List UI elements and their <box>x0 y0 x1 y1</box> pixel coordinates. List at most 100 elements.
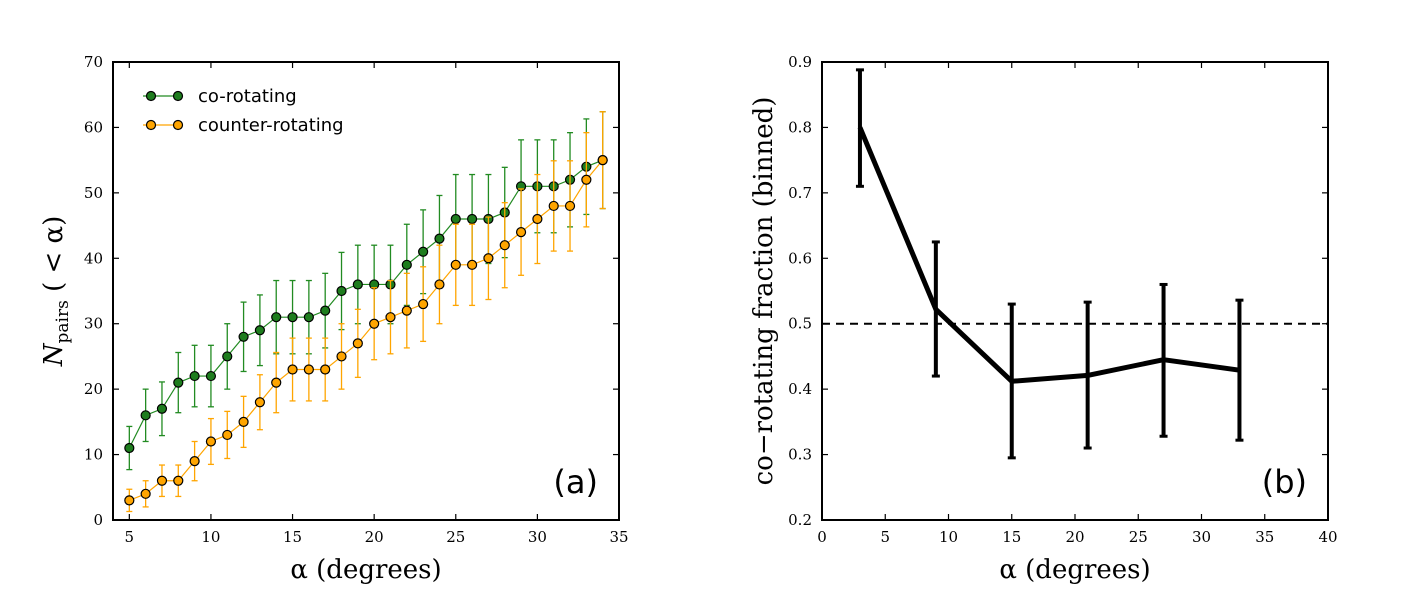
y-tick-label: 0.9 <box>788 53 812 71</box>
data-point <box>548 200 559 212</box>
data-point <box>336 351 347 362</box>
data-point <box>532 213 543 225</box>
data-point <box>483 253 494 264</box>
data-point <box>238 331 249 342</box>
data-point <box>173 475 184 486</box>
series-line-fraction <box>857 126 1240 384</box>
data-point <box>140 410 151 421</box>
data-point <box>499 240 510 251</box>
data-point <box>466 213 478 225</box>
y-tick-label: 0.7 <box>788 184 812 202</box>
y-tick-label: 50 <box>84 184 103 202</box>
legend-marker-co-rotating <box>145 90 157 102</box>
panel-a-chart: 5 10 15 20 25 30 35 0 10 20 30 40 50 60 70 co-rotating… <box>39 53 629 585</box>
data-point <box>385 312 396 323</box>
data-point <box>418 246 429 257</box>
y-tick-label: 0.3 <box>788 446 812 464</box>
data-point <box>205 370 217 382</box>
y-tick-label: 0.2 <box>788 511 812 529</box>
data-point <box>222 351 233 362</box>
x-tick-label: 35 <box>1255 528 1274 546</box>
data-point <box>401 259 412 270</box>
data-point <box>140 488 151 499</box>
panel-a-y-axis-label: Npairs ( < α) <box>39 216 73 368</box>
y-tick-label: 0.8 <box>788 118 812 136</box>
data-point <box>271 377 282 388</box>
legend-label-counter-rotating: counter-rotating <box>198 115 344 136</box>
panel-a-label: (a) <box>553 463 598 501</box>
x-tick-label: 25 <box>1129 528 1148 546</box>
x-tick-label: 15 <box>1002 528 1021 546</box>
legend-label-co-rotating: co-rotating <box>198 86 297 107</box>
x-tick-label: 10 <box>939 528 958 546</box>
y-tick-label: 70 <box>84 53 103 71</box>
data-point <box>238 416 249 427</box>
data-point <box>369 318 380 329</box>
panel-b-x-axis-label: α (degrees) <box>999 555 1150 585</box>
x-tick-label: 5 <box>125 528 135 546</box>
data-point <box>597 155 608 166</box>
data-point <box>287 364 298 375</box>
series-counter-rotating <box>124 111 608 513</box>
y-label-tail: ( < α) <box>39 216 69 300</box>
data-point <box>156 475 168 486</box>
data-point <box>515 227 527 238</box>
x-tick-label: 0 <box>817 528 827 546</box>
data-point <box>303 364 314 375</box>
data-point <box>189 456 200 467</box>
data-point <box>320 305 331 316</box>
panel-b-frame <box>821 61 1329 521</box>
y-tick-label: 0.5 <box>788 315 812 333</box>
x-tick-label: 30 <box>1192 528 1211 546</box>
x-tick-label: 10 <box>201 528 220 546</box>
y-label-subscript: pairs <box>53 300 73 343</box>
data-point <box>450 259 461 270</box>
data-point <box>287 312 298 323</box>
x-tick-label: 5 <box>880 528 890 546</box>
data-point <box>336 285 347 297</box>
data-point <box>189 370 200 382</box>
x-tick-label: 25 <box>446 528 465 546</box>
y-tick-label: 60 <box>84 118 103 136</box>
data-point <box>124 442 135 454</box>
legend-marker-counter-rotating <box>172 119 184 131</box>
y-tick-label: 10 <box>84 446 103 464</box>
data-point <box>434 279 445 290</box>
data-point <box>352 279 363 290</box>
panel-b-chart: 0 5 10 15 20 25 30 35 40 0.2 0.3 0.4 0.5 0.6 0.7 0.8 0.9… <box>749 53 1338 585</box>
panel-b-y-axis-label: co−rotating fraction (binned) <box>749 97 779 486</box>
legend-marker-co-rotating <box>172 90 184 102</box>
data-point <box>222 429 233 441</box>
x-tick-label: 20 <box>1065 528 1084 546</box>
y-tick-label: 30 <box>84 315 103 333</box>
x-tick-label: 40 <box>1318 528 1337 546</box>
data-point <box>401 305 412 316</box>
legend-marker-counter-rotating <box>145 119 157 131</box>
y-tick-label: 0 <box>93 511 103 529</box>
series-line-counter-rotating <box>129 159 604 501</box>
y-tick-label: 0.4 <box>788 380 812 398</box>
series-co-rotating fraction <box>855 68 1244 460</box>
data-point <box>434 233 445 244</box>
x-tick-label: 30 <box>528 528 547 546</box>
x-tick-label: 15 <box>283 528 302 546</box>
panel-b-series-group <box>855 68 1244 460</box>
panel-a-x-axis-label: α (degrees) <box>290 555 441 585</box>
data-point <box>466 259 478 270</box>
panel-a-ticks: 5 10 15 20 25 30 35 0 10 20 30 40 50 60 70 <box>84 53 629 546</box>
data-point <box>254 325 266 336</box>
panel-a-frame <box>112 61 620 521</box>
data-point <box>303 312 314 323</box>
data-point <box>254 397 266 408</box>
y-tick-label: 0.6 <box>788 249 812 267</box>
panel-a-legend: co-rotating counter-rotating <box>143 86 344 136</box>
data-point <box>450 213 461 225</box>
series-co-rotating <box>124 111 608 471</box>
y-tick-label: 20 <box>84 380 103 398</box>
data-point <box>418 298 429 310</box>
panel-b-label: (b) <box>1262 463 1307 501</box>
data-point <box>564 200 576 212</box>
y-label-main: N <box>39 342 69 367</box>
data-point <box>581 174 592 185</box>
data-point <box>124 495 135 506</box>
